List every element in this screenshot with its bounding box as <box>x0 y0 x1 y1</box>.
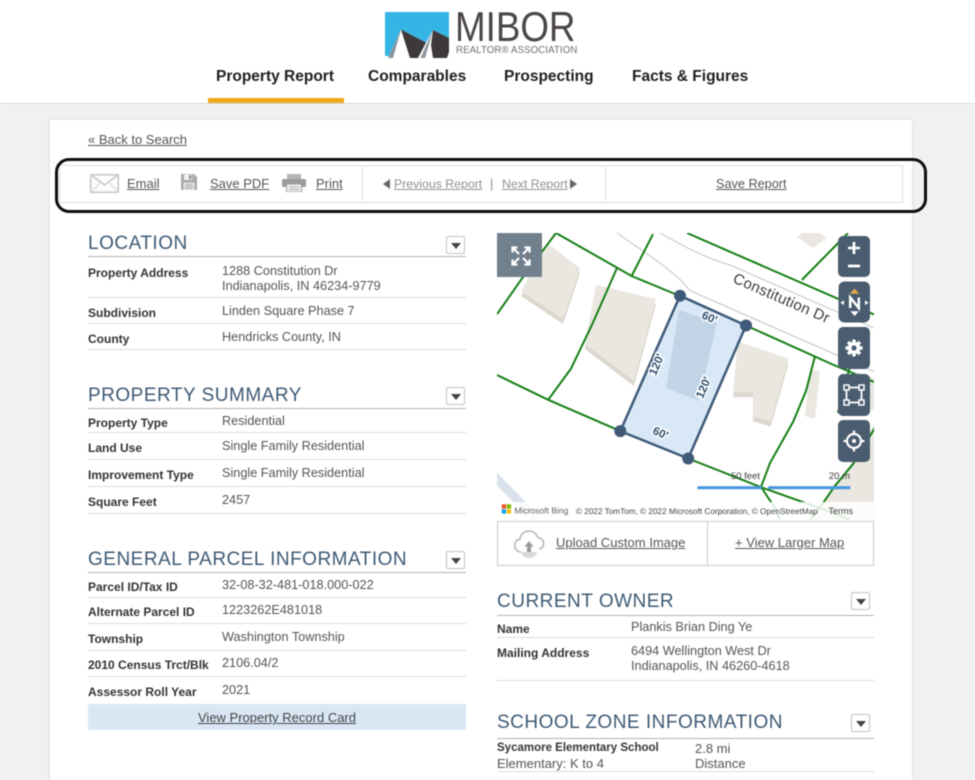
svg-text:60': 60' <box>651 425 670 442</box>
svg-text:Microsoft Bing: Microsoft Bing <box>515 506 569 516</box>
svg-text:© 2022 TomTom, © 2022 Microsof: © 2022 TomTom, © 2022 Microsoft Corporat… <box>576 507 818 516</box>
svg-text:50 feet: 50 feet <box>731 471 760 482</box>
svg-text:20 m: 20 m <box>829 471 850 482</box>
svg-text:Terms: Terms <box>829 506 854 516</box>
